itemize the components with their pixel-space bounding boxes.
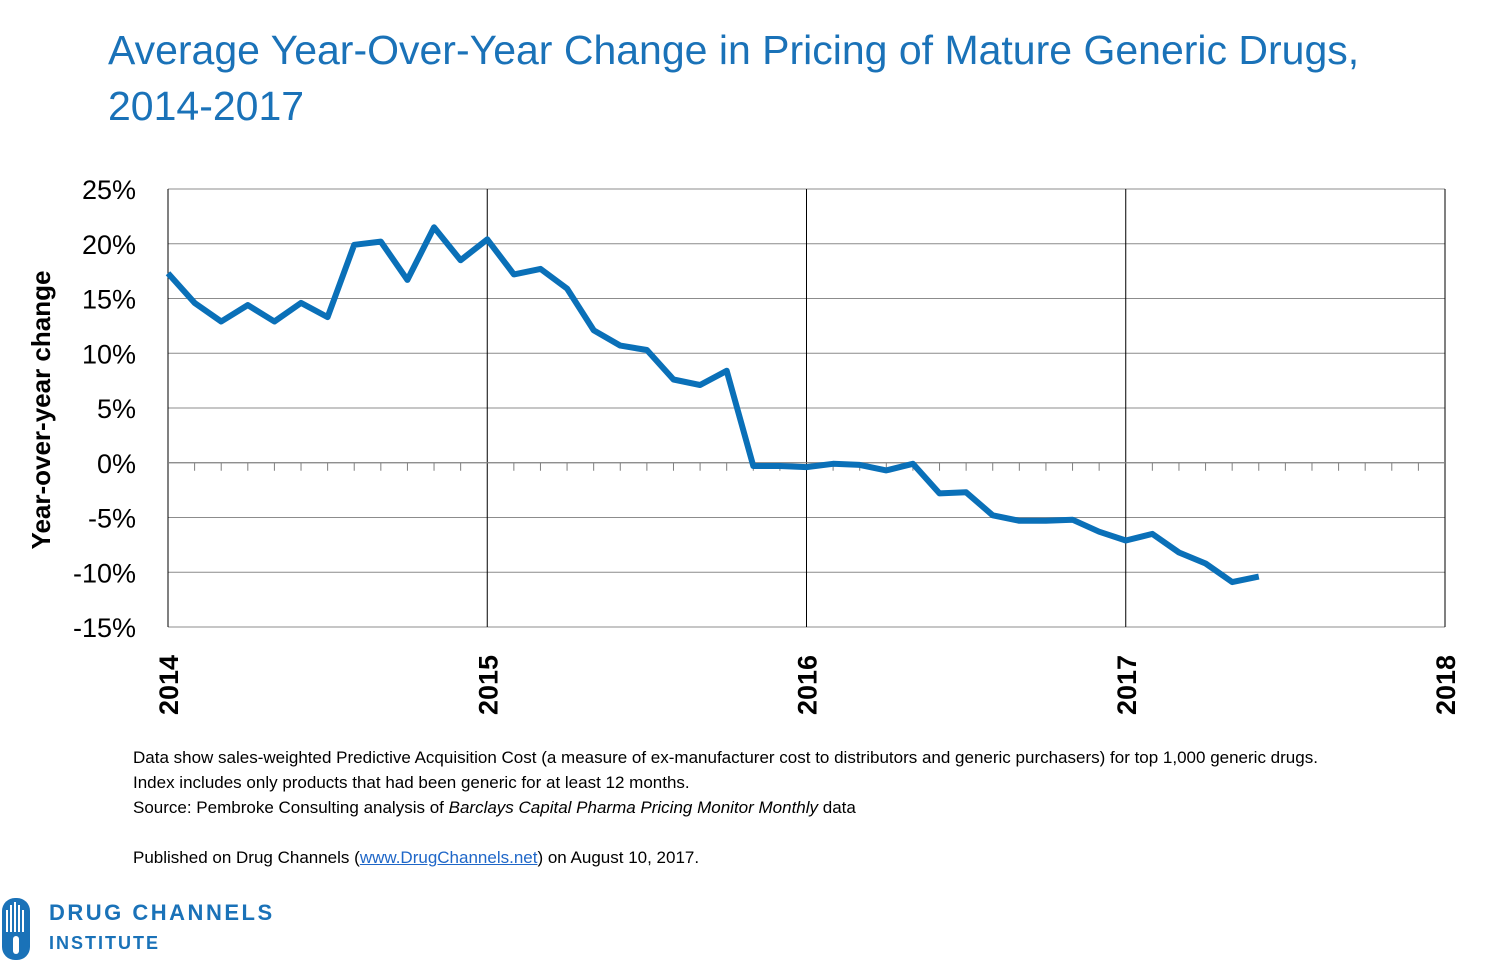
logo-icon — [2, 898, 30, 960]
x-tick-label: 2016 — [793, 655, 823, 715]
y-tick-label: -15% — [73, 613, 136, 643]
source-note: Source: Pembroke Consulting analysis of … — [133, 795, 1478, 820]
y-tick-label: 10% — [82, 339, 136, 369]
footnotes: Data show sales-weighted Predictive Acqu… — [133, 745, 1478, 870]
source-suffix: data — [818, 798, 856, 817]
y-tick-label: 25% — [82, 175, 136, 205]
published-note: Published on Drug Channels (www.DrugChan… — [133, 845, 1478, 870]
drug-channels-institute-logo: DRUG CHANNELS INSTITUTE — [0, 892, 340, 962]
y-axis-tick-labels: 25% 20% 15% 10% 5% 0% -5% -10% -15% — [73, 175, 136, 643]
x-tick-label: 2014 — [154, 655, 184, 715]
line-chart: 25% 20% 15% 10% 5% 0% -5% -10% -15% 2014 2015 2016… — [26, 175, 1461, 715]
y-tick-label: -10% — [73, 558, 136, 588]
published-suffix: ) on August 10, 2017. — [537, 848, 700, 867]
x-axis-tick-labels: 2014 2015 2016 2017 2018 — [154, 655, 1461, 715]
y-tick-label: 0% — [97, 449, 136, 479]
series-line — [165, 224, 1260, 586]
note-line-2: Index includes only products that had be… — [133, 773, 690, 792]
chart-title: Average Year-Over-Year Change in Pricing… — [108, 27, 1360, 129]
drugchannels-link[interactable]: www.DrugChannels.net — [359, 848, 538, 867]
source-title: Barclays Capital Pharma Pricing Monitor … — [448, 798, 819, 817]
x-tick-label: 2015 — [473, 655, 503, 715]
note-line-1: Data show sales-weighted Predictive Acqu… — [133, 748, 1318, 767]
source-prefix: Source: Pembroke Consulting analysis of — [133, 798, 449, 817]
y-tick-label: 15% — [82, 285, 136, 315]
x-tick-label: 2017 — [1112, 655, 1142, 715]
logo-line-2: INSTITUTE — [49, 933, 160, 953]
vertical-gridlines — [167, 189, 1446, 627]
y-tick-label: -5% — [88, 504, 136, 534]
y-axis-title: Year-over-year change — [26, 271, 56, 550]
logo-line-1: DRUG CHANNELS — [49, 900, 275, 925]
y-tick-label: 5% — [97, 394, 136, 424]
published-prefix: Published on Drug Channels ( — [133, 848, 360, 867]
y-tick-label: 20% — [82, 230, 136, 260]
x-tick-label: 2018 — [1431, 655, 1461, 715]
month-tick-marks — [194, 462, 1419, 471]
